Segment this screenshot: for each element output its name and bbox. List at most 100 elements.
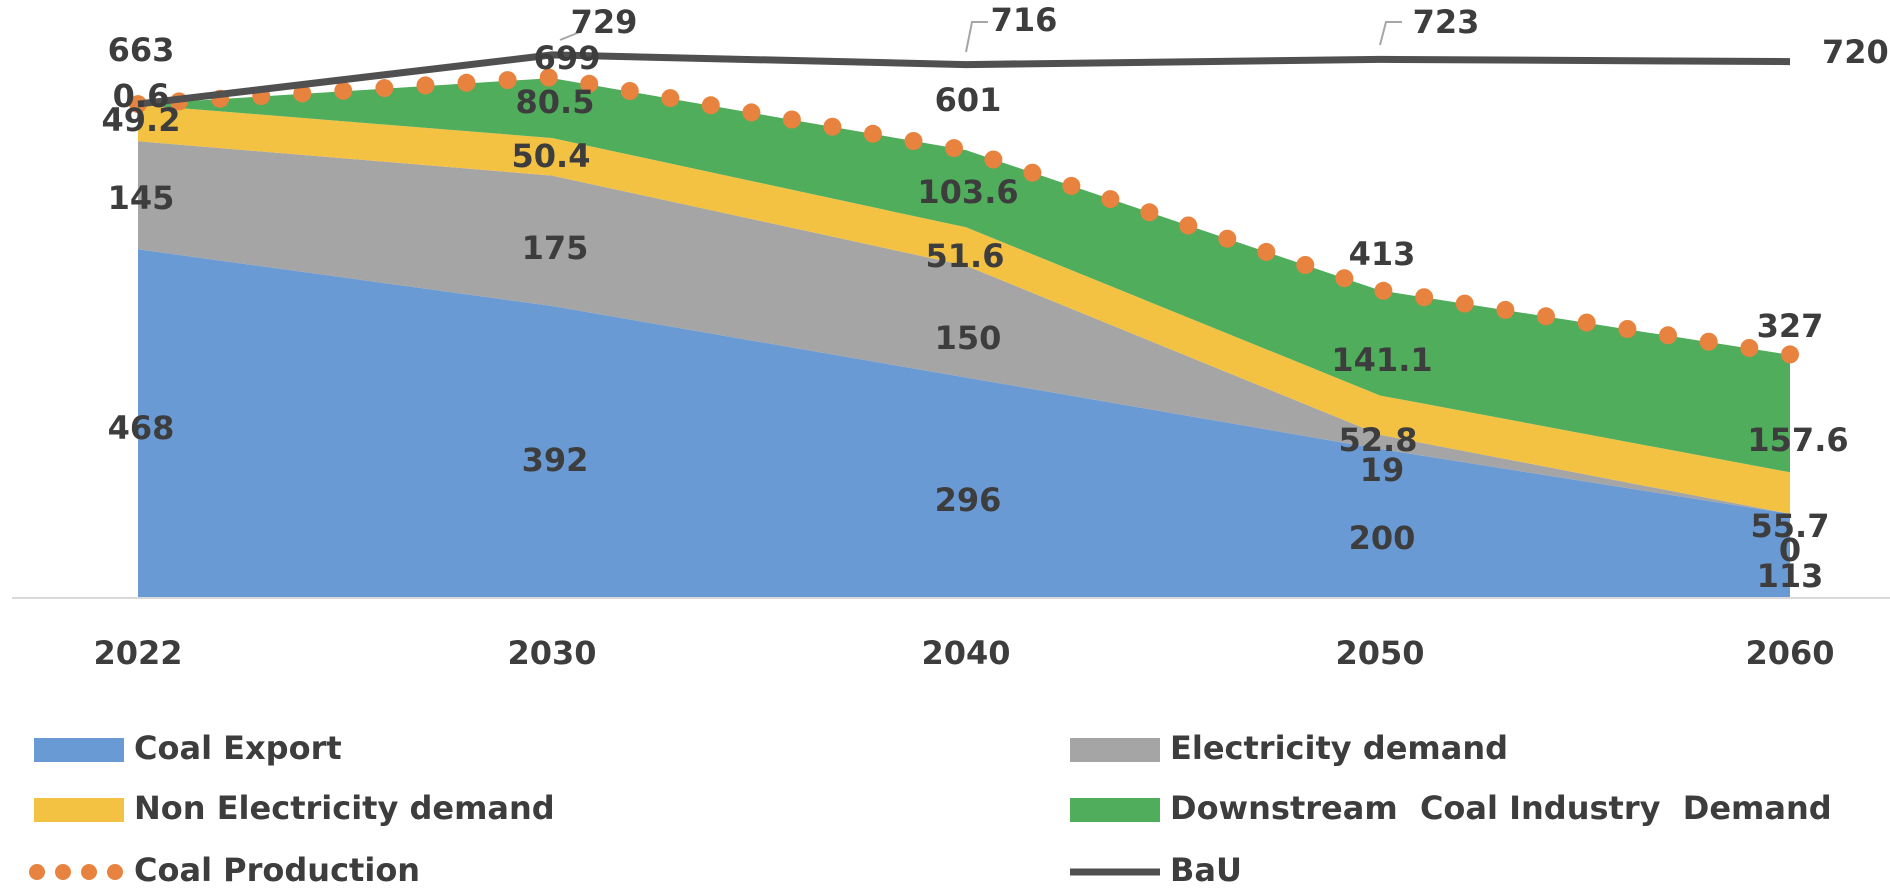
- label-coal-production: 413: [1349, 235, 1416, 273]
- coal-production-dot: [1455, 294, 1474, 313]
- coal-production-dot: [1374, 281, 1393, 300]
- legend-dot: [81, 864, 97, 880]
- coal-production-dot: [1496, 300, 1515, 319]
- legend-item-coal-production: Coal Production: [29, 851, 420, 889]
- label-electricity-demand: 145: [108, 179, 175, 217]
- legend-item-bau: BaU: [1070, 851, 1242, 889]
- x-tick-label: 2030: [507, 634, 596, 672]
- label-non-electricity-demand: 55.7: [1751, 507, 1830, 545]
- coal-production-dot: [620, 82, 639, 100]
- label-non-electricity-demand: 51.6: [926, 237, 1005, 275]
- stacked-areas: [138, 78, 1790, 599]
- coal-production-dot: [661, 89, 680, 108]
- coal-production-dot: [1699, 332, 1718, 351]
- coal-production-dot: [823, 117, 842, 136]
- label-electricity-demand: 19: [1360, 451, 1405, 489]
- legend-label: Downstream Coal Industry Demand: [1170, 789, 1832, 827]
- legend-swatch: [1070, 738, 1160, 762]
- label-downstream-demand: 80.5: [516, 83, 595, 121]
- legend-item-coal-export: Coal Export: [34, 729, 342, 767]
- label-coal-production: 699: [534, 39, 601, 77]
- label-coal-production: 663: [108, 31, 175, 69]
- label-non-electricity-demand: 52.8: [1339, 421, 1418, 459]
- legend-label: Coal Export: [134, 729, 342, 767]
- label-downstream-demand: 103.6: [917, 173, 1018, 211]
- bau-leader: [559, 31, 581, 41]
- coal-production-dot: [457, 73, 476, 92]
- coal-production-dot: [1023, 163, 1042, 182]
- legend-item-downstream-coal-industry-demand: Downstream Coal Industry Demand: [1070, 789, 1832, 827]
- line-coal-production: [129, 68, 1799, 364]
- legend-label: BaU: [1170, 851, 1242, 889]
- coal-production-dot: [1618, 320, 1637, 338]
- coal-production-dot: [984, 150, 1003, 169]
- label-coal-export: 200: [1349, 519, 1416, 557]
- coal-production-dot: [539, 68, 558, 87]
- area-coal-export: [138, 249, 1790, 599]
- label-electricity-demand: 150: [935, 319, 1002, 357]
- coal-production-dot: [1415, 288, 1434, 307]
- coal-production-dot: [129, 95, 147, 114]
- label-coal-export: 468: [108, 409, 175, 447]
- label-coal-production: 327: [1757, 307, 1824, 345]
- label-electricity-demand: 0: [1779, 531, 1801, 569]
- x-tick-label: 2060: [1745, 634, 1834, 672]
- label-electricity-demand: 175: [522, 229, 589, 267]
- x-axis-ticks: 2022 2030 2040 2050 2060: [93, 634, 1834, 672]
- area-downstream-coal-industry-demand: [138, 78, 1790, 473]
- area-non-electricity-demand: [138, 104, 1790, 514]
- coal-production-dot: [1101, 190, 1120, 209]
- coal-production-dot: [498, 71, 517, 90]
- coal-production-dot: [863, 124, 882, 143]
- coal-production-dot: [1335, 269, 1354, 288]
- label-bau: 716: [991, 1, 1058, 39]
- x-tick-label: 2040: [921, 634, 1010, 672]
- legend-dot: [107, 864, 123, 880]
- label-downstream-demand: 0.6: [113, 77, 170, 115]
- legend-swatch: [34, 798, 124, 822]
- legend-dot: [29, 864, 45, 880]
- legend-label: Electricity demand: [1170, 729, 1508, 767]
- legend-item-electricity-demand: Electricity demand: [1070, 729, 1508, 767]
- coal-production-dot: [1781, 345, 1799, 364]
- label-coal-production: 601: [935, 81, 1002, 119]
- area-electricity-demand: [138, 141, 1790, 514]
- coal-production-dot: [580, 74, 599, 93]
- legend-label: Coal Production: [134, 851, 420, 889]
- coal-production-dot: [1179, 216, 1198, 235]
- label-bau: 723: [1413, 3, 1480, 41]
- x-tick-label: 2022: [93, 634, 182, 672]
- label-bau: 729: [571, 3, 638, 41]
- line-series: [129, 51, 1799, 364]
- coal-production-dot: [1740, 339, 1759, 357]
- legend-swatch: [29, 864, 123, 880]
- bau-leader: [1379, 21, 1402, 46]
- coal-production-dot: [1296, 256, 1315, 274]
- legend-item-non-electricity-demand: Non Electricity demand: [34, 789, 555, 827]
- line-bau: [137, 51, 1791, 108]
- label-coal-export: 296: [935, 481, 1002, 519]
- coal-production-dot: [945, 139, 963, 158]
- coal-production-dot: [1537, 307, 1555, 326]
- legend-label: Non Electricity demand: [134, 789, 555, 827]
- label-bau: 720: [1822, 33, 1889, 71]
- coal-production-dot: [1659, 326, 1677, 345]
- x-tick-label: 2050: [1335, 634, 1424, 672]
- coal-production-dot: [293, 84, 312, 103]
- legend-swatch: [34, 738, 124, 762]
- label-coal-export: 392: [522, 441, 589, 479]
- coal-production-dot: [1577, 313, 1596, 332]
- coal-production-dot: [1257, 242, 1276, 261]
- coal-production-dot: [782, 110, 801, 129]
- label-non-electricity-demand: 50.4: [512, 137, 591, 175]
- coal-production-dot: [742, 103, 761, 122]
- coal-production-dot: [416, 76, 435, 95]
- coal-production-dot: [375, 79, 394, 98]
- legend-dot: [55, 864, 71, 880]
- coal-production-dot: [334, 81, 353, 100]
- bau-leader: [965, 21, 988, 53]
- coal-production-dot: [904, 132, 923, 150]
- coal-production-dot: [1218, 229, 1237, 248]
- data-labels: 468 392 296 200 113 145 175 150 19 0 49.2 50.4 51.6 5…: [102, 1, 1889, 595]
